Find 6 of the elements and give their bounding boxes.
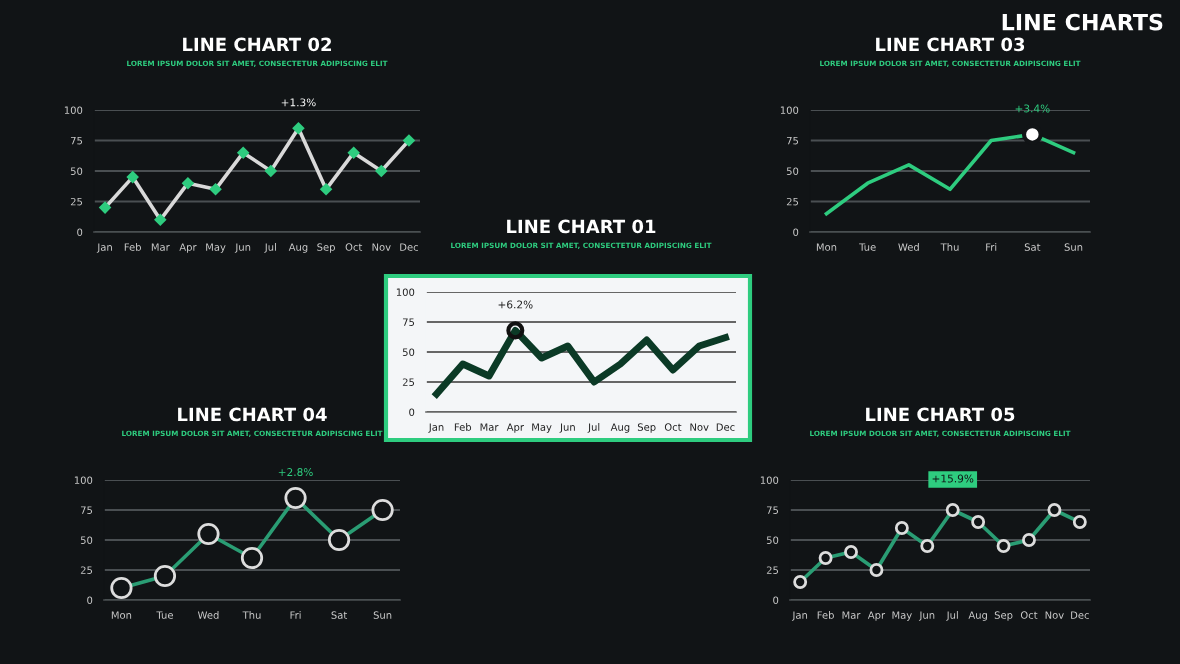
chart-title: LINE CHART 02: [183, 37, 331, 52]
chart-title: LINE CHART 04: [178, 407, 327, 422]
chart-title: LINE CHART 05: [866, 407, 1015, 422]
chart-title: LINE CHART 03: [876, 37, 1025, 52]
chart-title: LINE CHART 01: [507, 219, 656, 234]
text: LINE CHARTS: [1002, 13, 1163, 31]
